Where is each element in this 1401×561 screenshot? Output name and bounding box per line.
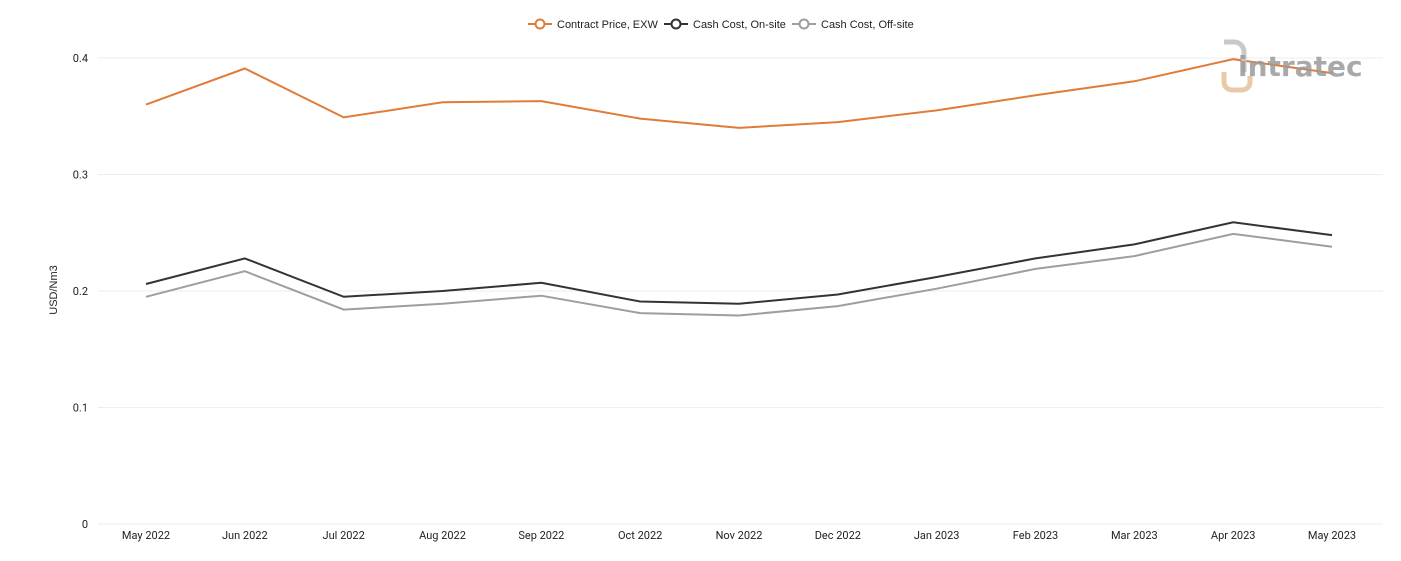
- legend-label: Contract Price, EXW: [557, 19, 658, 31]
- x-tick-label: Apr 2023: [1211, 529, 1256, 542]
- y-tick-label: 0.3: [73, 169, 88, 182]
- x-axis: May 2022 Jun 2022 Jul 2022 Aug 2022 Sep 2022…: [122, 529, 1356, 542]
- legend[interactable]: Contract Price, EXW Cash Cost, On-site Cas…: [528, 18, 914, 31]
- y-tick-label: 0: [82, 518, 88, 531]
- data-point[interactable]: [1326, 229, 1338, 241]
- x-tick-label: Jul 2022: [323, 529, 365, 542]
- x-tick-label: Jan 2023: [914, 529, 960, 542]
- data-point[interactable]: [338, 291, 350, 303]
- data-point[interactable]: [1326, 241, 1338, 253]
- data-point[interactable]: [733, 309, 745, 321]
- data-point[interactable]: [437, 285, 449, 297]
- y-tick-label: 0.1: [73, 402, 88, 415]
- data-point[interactable]: [634, 295, 646, 307]
- legend-item[interactable]: Cash Cost, On-site: [664, 18, 786, 31]
- data-point[interactable]: [832, 288, 844, 300]
- legend-marker-icon: [670, 18, 682, 30]
- data-point[interactable]: [634, 307, 646, 319]
- data-point[interactable]: [239, 62, 251, 74]
- x-tick-label: Jun 2022: [222, 529, 268, 542]
- data-point[interactable]: [931, 283, 943, 295]
- series-line-3: [145, 232, 1333, 317]
- x-tick-label: Oct 2022: [618, 529, 662, 542]
- data-point[interactable]: [931, 104, 943, 116]
- data-point[interactable]: [832, 116, 844, 128]
- data-point[interactable]: [733, 122, 745, 134]
- data-point[interactable]: [1030, 252, 1042, 264]
- data-point[interactable]: [1128, 238, 1140, 250]
- series-line-1: [145, 58, 1333, 129]
- intratec-logo-icon: intratec: [1221, 39, 1363, 93]
- data-point[interactable]: [535, 290, 547, 302]
- data-point[interactable]: [733, 298, 745, 310]
- y-axis: 0 0.1 0.2 0.3 0.4: [73, 52, 88, 531]
- data-point[interactable]: [535, 277, 547, 289]
- x-tick-label: Dec 2022: [815, 529, 861, 542]
- data-point[interactable]: [140, 99, 152, 111]
- x-tick-label: Sep 2022: [518, 529, 564, 542]
- data-point[interactable]: [437, 96, 449, 108]
- x-tick-label: Aug 2022: [419, 529, 466, 542]
- y-axis-title: USD/Nm3: [48, 265, 60, 315]
- data-point[interactable]: [832, 300, 844, 312]
- series-line-2: [145, 221, 1333, 305]
- grid-lines: [98, 57, 1383, 525]
- data-point[interactable]: [140, 291, 152, 303]
- x-tick-label: Mar 2023: [1111, 529, 1158, 542]
- data-point[interactable]: [1128, 75, 1140, 87]
- data-point[interactable]: [338, 111, 350, 123]
- data-point[interactable]: [1030, 89, 1042, 101]
- legend-marker-icon: [534, 18, 546, 30]
- data-point[interactable]: [634, 113, 646, 125]
- y-tick-label: 0.4: [73, 52, 88, 65]
- data-point[interactable]: [931, 271, 943, 283]
- series-lines: [140, 58, 1338, 321]
- y-tick-label: 0.2: [73, 285, 88, 298]
- logo-text: intratec: [1238, 50, 1363, 83]
- legend-item[interactable]: Cash Cost, Off-site: [792, 18, 914, 31]
- legend-label: Cash Cost, Off-site: [821, 19, 914, 31]
- legend-marker-icon: [798, 18, 810, 30]
- data-point[interactable]: [338, 304, 350, 316]
- data-point[interactable]: [1128, 250, 1140, 262]
- data-point[interactable]: [535, 95, 547, 107]
- data-point[interactable]: [1030, 263, 1042, 275]
- x-tick-label: May 2023: [1308, 529, 1356, 542]
- data-point[interactable]: [239, 265, 251, 277]
- x-tick-label: Nov 2022: [716, 529, 763, 542]
- data-point[interactable]: [1227, 216, 1239, 228]
- legend-label: Cash Cost, On-site: [693, 19, 786, 31]
- x-tick-label: May 2022: [122, 529, 170, 542]
- data-point[interactable]: [437, 298, 449, 310]
- x-tick-label: Feb 2023: [1013, 529, 1058, 542]
- legend-item[interactable]: Contract Price, EXW: [528, 18, 658, 31]
- data-point[interactable]: [1227, 228, 1239, 240]
- data-point[interactable]: [239, 252, 251, 264]
- data-point[interactable]: [140, 278, 152, 290]
